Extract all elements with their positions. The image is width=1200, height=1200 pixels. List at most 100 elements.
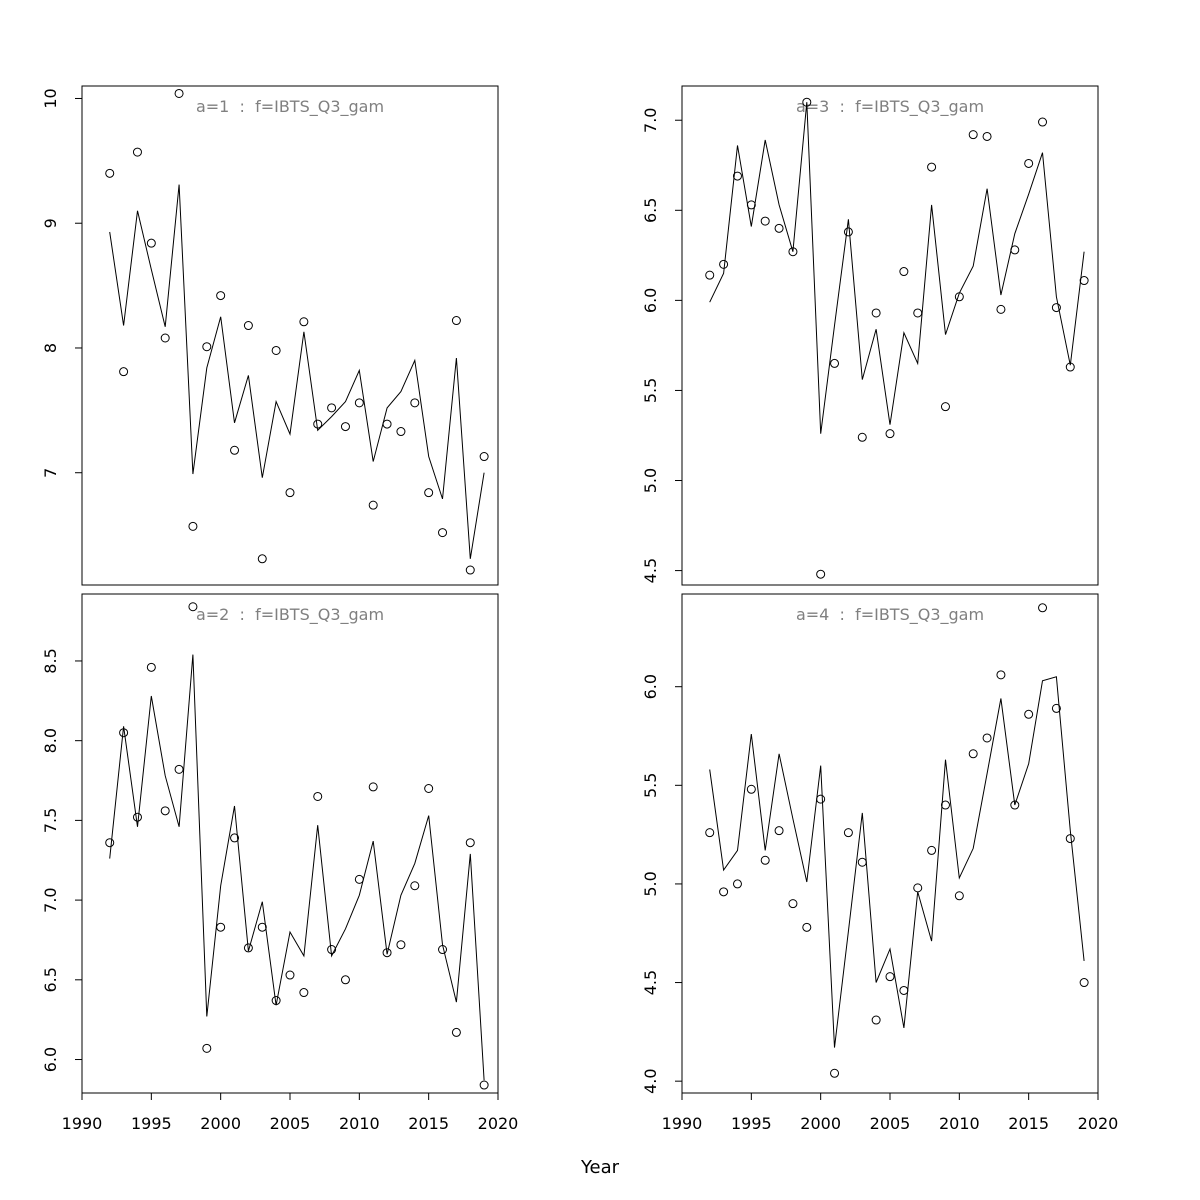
observed-point bbox=[160, 333, 170, 343]
fitted-series-line bbox=[109, 184, 485, 559]
y-tick-label: 6.0 bbox=[641, 288, 660, 313]
y-tick-label: 6.0 bbox=[41, 1047, 60, 1072]
observed-point bbox=[285, 970, 295, 980]
observed-point bbox=[802, 922, 812, 932]
observed-point bbox=[940, 800, 950, 810]
y-tick-label: 6.5 bbox=[41, 967, 60, 992]
observed-point bbox=[368, 500, 378, 510]
observed-point bbox=[857, 432, 867, 442]
fitted-series-line bbox=[709, 676, 1085, 1048]
y-tick-label: 5.5 bbox=[641, 378, 660, 403]
observed-point bbox=[216, 291, 226, 301]
observed-point bbox=[871, 308, 881, 318]
x-tick-label: 1995 bbox=[731, 1114, 772, 1133]
x-tick-label: 1995 bbox=[131, 1114, 172, 1133]
observed-point bbox=[1010, 800, 1020, 810]
observed-point bbox=[174, 88, 184, 98]
y-tick-label: 5.5 bbox=[641, 773, 660, 798]
observed-point bbox=[982, 733, 992, 743]
observed-point bbox=[968, 749, 978, 759]
observed-point bbox=[340, 422, 350, 432]
x-tick-label: 2015 bbox=[1008, 1114, 1049, 1133]
observed-point bbox=[146, 662, 156, 672]
observed-point bbox=[160, 806, 170, 816]
observed-point bbox=[746, 200, 756, 210]
observed-point bbox=[940, 402, 950, 412]
y-tick-label: 8.0 bbox=[41, 728, 60, 753]
y-tick-label: 4.0 bbox=[641, 1068, 660, 1093]
observed-point bbox=[885, 972, 895, 982]
observed-point bbox=[396, 427, 406, 437]
x-tick-label: 1990 bbox=[662, 1114, 703, 1133]
observed-point bbox=[382, 419, 392, 429]
observed-point bbox=[465, 838, 475, 848]
observed-point bbox=[188, 602, 198, 612]
y-tick-label: 6.5 bbox=[641, 198, 660, 223]
observed-point bbox=[899, 267, 909, 277]
observed-point bbox=[313, 419, 323, 429]
observed-point bbox=[774, 223, 784, 233]
observed-point bbox=[996, 670, 1006, 680]
observed-point bbox=[313, 791, 323, 801]
y-tick-label: 7 bbox=[41, 468, 60, 478]
observed-point bbox=[105, 838, 115, 848]
observed-point bbox=[327, 403, 337, 413]
observed-point bbox=[1065, 362, 1075, 372]
observed-point bbox=[354, 398, 364, 408]
panel-title: a=3 : f=IBTS_Q3_gam bbox=[796, 97, 984, 117]
observed-point bbox=[438, 945, 448, 955]
observed-point bbox=[899, 985, 909, 995]
fitted-series-line bbox=[709, 102, 1085, 434]
x-tick-label: 2020 bbox=[1078, 1114, 1119, 1133]
observed-point bbox=[774, 826, 784, 836]
observed-point bbox=[968, 130, 978, 140]
observed-point bbox=[327, 945, 337, 955]
panel-title: a=4 : f=IBTS_Q3_gam bbox=[796, 605, 984, 625]
observed-point bbox=[465, 565, 475, 575]
observed-point bbox=[230, 833, 240, 843]
observed-point bbox=[843, 227, 853, 237]
y-tick-label: 7.5 bbox=[41, 808, 60, 833]
observed-point bbox=[996, 304, 1006, 314]
observed-point bbox=[119, 367, 129, 377]
observed-point bbox=[451, 316, 461, 326]
observed-point bbox=[719, 887, 729, 897]
x-tick-label: 2010 bbox=[339, 1114, 380, 1133]
observed-point bbox=[132, 147, 142, 157]
observed-point bbox=[396, 940, 406, 950]
x-tick-label: 2020 bbox=[478, 1114, 519, 1133]
observed-point bbox=[1079, 276, 1089, 286]
panel-bottom-left: a=2 : f=IBTS_Q3_gam 6.0 6.5 7.0 7.5 8.0 8.5 199… bbox=[41, 593, 519, 1133]
y-tick-label: 5.0 bbox=[641, 468, 660, 493]
panel-top-left: a=1 : f=IBTS_Q3_gam 7 8 9 10 bbox=[41, 85, 499, 586]
observed-point bbox=[760, 216, 770, 226]
observed-point bbox=[1024, 158, 1034, 168]
observed-point bbox=[243, 321, 253, 331]
observed-point bbox=[271, 345, 281, 355]
observed-point bbox=[202, 342, 212, 352]
observed-point bbox=[746, 784, 756, 794]
observed-point bbox=[732, 171, 742, 181]
observed-point bbox=[354, 874, 364, 884]
observed-point bbox=[230, 445, 240, 455]
observed-point bbox=[257, 922, 267, 932]
observed-point bbox=[816, 794, 826, 804]
y-tick-label: 8 bbox=[41, 343, 60, 353]
observed-point bbox=[705, 828, 715, 838]
observed-point bbox=[119, 728, 129, 738]
observed-point bbox=[299, 317, 309, 327]
observed-point bbox=[816, 569, 826, 579]
observed-point bbox=[788, 247, 798, 257]
y-tick-label: 7.0 bbox=[641, 108, 660, 133]
observed-point bbox=[913, 883, 923, 893]
panel-bottom-right: a=4 : f=IBTS_Q3_gam 4.0 4.5 5.0 5.5 6.0 1990 19… bbox=[641, 593, 1119, 1133]
observed-point bbox=[1024, 709, 1034, 719]
observed-point bbox=[202, 1043, 212, 1053]
observed-point bbox=[871, 1015, 881, 1025]
x-tick-label: 2015 bbox=[408, 1114, 449, 1133]
observed-point bbox=[1010, 245, 1020, 255]
x-tick-label: 2000 bbox=[800, 1114, 841, 1133]
fitted-series-line bbox=[109, 654, 485, 1081]
plot-frame bbox=[81, 593, 499, 1094]
x-tick-label: 2005 bbox=[870, 1114, 911, 1133]
